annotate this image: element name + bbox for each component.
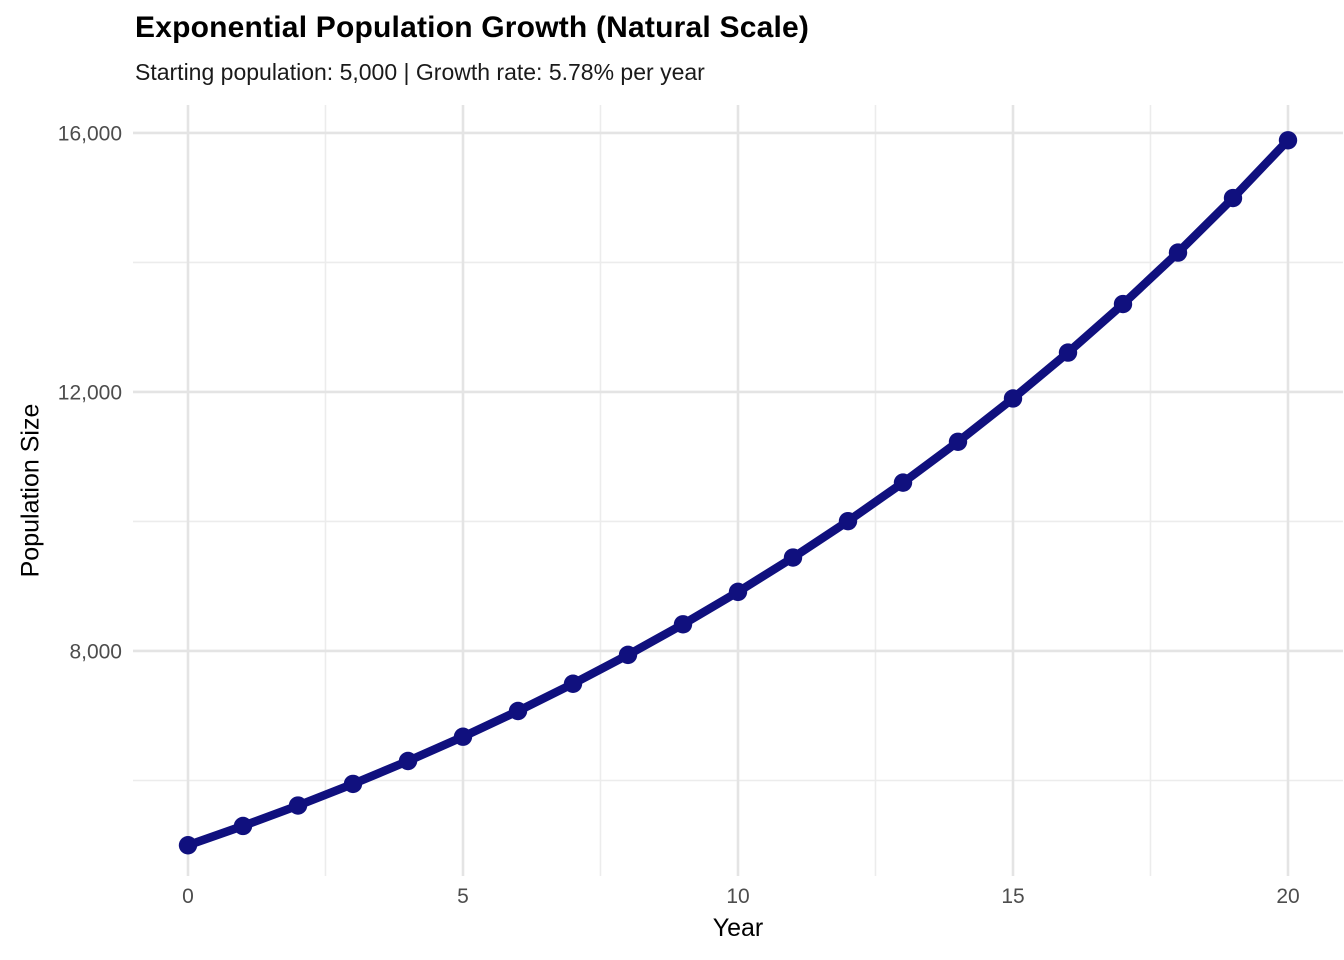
y-tick-label: 16,000 (58, 122, 122, 145)
data-point (1058, 343, 1078, 362)
data-point (563, 674, 583, 693)
data-point (343, 774, 363, 794)
x-tick-label: 10 (726, 885, 749, 908)
x-tick-label: 15 (1001, 885, 1024, 908)
chart-subtitle: Starting population: 5,000 | Growth rate… (135, 59, 705, 85)
data-point (1168, 243, 1188, 262)
y-tick-label: 12,000 (58, 381, 122, 404)
x-axis-title: Year (712, 914, 764, 942)
data-point (1278, 131, 1298, 150)
data-point (288, 796, 308, 815)
data-point (398, 751, 418, 771)
data-point (618, 645, 638, 665)
data-point (948, 432, 968, 451)
data-point (838, 511, 858, 531)
data-point (728, 582, 748, 602)
x-tick-label: 5 (457, 885, 469, 908)
data-point (1223, 188, 1243, 208)
data-point (1003, 389, 1023, 408)
y-tick-label: 8,000 (69, 640, 122, 663)
data-point (783, 548, 803, 567)
data-point (233, 816, 253, 836)
x-tick-label: 20 (1276, 885, 1299, 908)
data-point (893, 473, 913, 492)
x-tick-label: 0 (182, 885, 194, 908)
data-point (508, 701, 528, 721)
data-point (178, 836, 198, 855)
chart-title: Exponential Population Growth (Natural S… (135, 11, 810, 44)
data-point (673, 615, 693, 634)
data-point (453, 727, 473, 746)
data-point (1113, 294, 1133, 314)
